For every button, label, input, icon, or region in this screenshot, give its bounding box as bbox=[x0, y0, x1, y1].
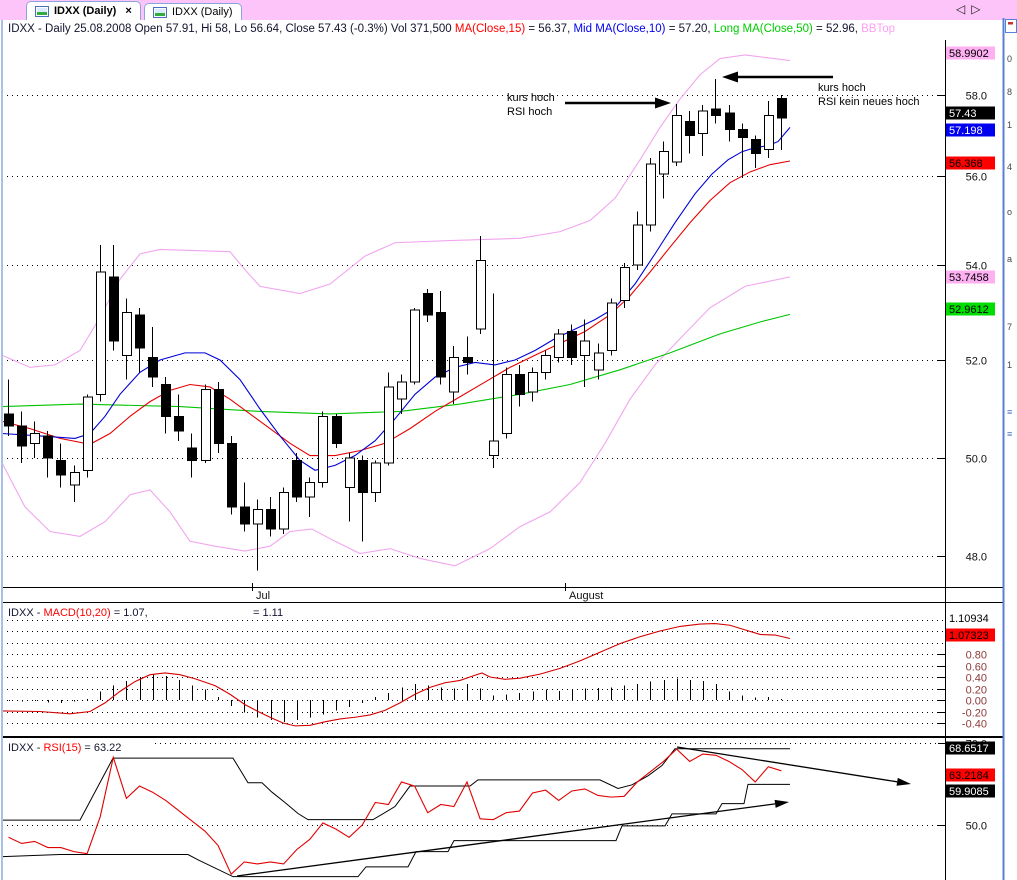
value-badge: 1.07323 bbox=[946, 628, 995, 642]
svg-text:53.7458: 53.7458 bbox=[949, 272, 989, 284]
svg-text:-0.40: -0.40 bbox=[962, 719, 987, 731]
svg-text:54.0: 54.0 bbox=[966, 261, 987, 273]
value-badge: 56.368 bbox=[946, 156, 995, 170]
svg-text:50.0: 50.0 bbox=[966, 821, 987, 833]
title-segment: = 52.96, bbox=[812, 23, 862, 35]
right-strip: 0 8 1 4 o a 7 1 ≡ ≡ bbox=[1002, 18, 1017, 880]
svg-text:0.20: 0.20 bbox=[966, 685, 987, 697]
svg-text:≡: ≡ bbox=[1007, 429, 1012, 439]
svg-text:RSI kein neues hoch: RSI kein neues hoch bbox=[818, 96, 920, 108]
tab-scroll-right-button[interactable]: ▷ bbox=[971, 2, 981, 16]
svg-text:56.368: 56.368 bbox=[949, 158, 983, 170]
svg-text:63.2184: 63.2184 bbox=[949, 770, 989, 782]
x-axis: Jul August bbox=[2, 583, 1003, 603]
svg-text:≡: ≡ bbox=[1007, 407, 1012, 417]
svg-text:0.60: 0.60 bbox=[966, 662, 987, 674]
tab-label: IDXX (Daily) bbox=[172, 6, 233, 18]
tab-idxx-daily-2[interactable]: IDXX (Daily) bbox=[144, 3, 242, 20]
svg-text:59.9085: 59.9085 bbox=[949, 786, 989, 798]
title-segment: = 57.20, bbox=[665, 23, 714, 35]
title-segment: MA(Close,15) bbox=[454, 23, 526, 35]
svg-text:August: August bbox=[569, 590, 603, 602]
tab-scroll-buttons: ◁ ▷ bbox=[956, 2, 980, 16]
title-segment: Mid MA(Close,10) bbox=[573, 23, 666, 35]
svg-text:56.0: 56.0 bbox=[966, 172, 987, 184]
tab-close-icon[interactable]: × bbox=[125, 5, 132, 17]
rsi-panel: IDXX - RSI(15) = 63.22 bbox=[2, 742, 945, 878]
svg-text:1: 1 bbox=[1007, 120, 1012, 130]
svg-text:1.07323: 1.07323 bbox=[949, 630, 989, 642]
tab-label: IDXX (Daily) bbox=[54, 5, 117, 17]
svg-text:58.9902: 58.9902 bbox=[949, 48, 989, 60]
svg-text:57.198: 57.198 bbox=[949, 125, 983, 137]
title-segment: Long MA(Close,50) bbox=[713, 23, 813, 35]
svg-text:Jul: Jul bbox=[256, 590, 270, 602]
svg-text:52.0: 52.0 bbox=[966, 356, 987, 368]
svg-text:1.10934: 1.10934 bbox=[949, 613, 989, 625]
tab-scroll-left-button[interactable]: ◁ bbox=[956, 2, 966, 16]
svg-text:0: 0 bbox=[1007, 54, 1012, 64]
value-badge: 52.9612 bbox=[946, 302, 995, 316]
svg-text:7: 7 bbox=[1007, 322, 1012, 332]
value-badge: 68.6517 bbox=[946, 741, 995, 755]
svg-text:kurs hoch: kurs hoch bbox=[507, 92, 555, 104]
title-segment: = 56.37, bbox=[525, 23, 574, 35]
title-segment: BBTop bbox=[861, 23, 896, 35]
chart-tab-icon bbox=[35, 5, 49, 17]
tab-bar: IDXX (Daily) × IDXX (Daily) ◁ ▷ bbox=[0, 0, 1017, 20]
svg-text:58.0: 58.0 bbox=[966, 91, 987, 103]
svg-text:0.80: 0.80 bbox=[966, 650, 987, 662]
svg-text:-0.20: -0.20 bbox=[962, 708, 987, 720]
svg-text:0.00: 0.00 bbox=[966, 696, 987, 708]
price-panel: kurs hoch RSI hoch kurs hoch RSI kein neues… bbox=[1, 54, 945, 571]
svg-text:IDXX - RSI(15) = 63.22: IDXX - RSI(15) = 63.22 bbox=[8, 742, 121, 754]
svg-text:57.43: 57.43 bbox=[949, 108, 977, 120]
svg-text:= 1.11: = 1.11 bbox=[253, 607, 283, 619]
svg-text:RSI hoch: RSI hoch bbox=[507, 106, 552, 118]
value-badge: 53.7458 bbox=[946, 270, 995, 284]
svg-text:IDXX - MACD(10,20) = 1.07,: IDXX - MACD(10,20) = 1.07, bbox=[8, 607, 148, 619]
svg-text:4: 4 bbox=[1007, 162, 1012, 172]
value-badge: 59.9085 bbox=[946, 784, 995, 798]
rsi-header: IDXX - RSI(15) = 63.22 bbox=[8, 742, 121, 754]
macd-header: IDXX - MACD(10,20) = 1.07, = 1.11 bbox=[8, 607, 283, 619]
chart-status-line: IDXX - Daily 25.08.2008 Open 57.91, Hi 5… bbox=[2, 20, 1008, 38]
title-segment: IDXX - Daily 25.08.2008 Open 57.91, Hi 5… bbox=[8, 23, 455, 35]
value-badge: 58.9902 bbox=[946, 46, 995, 60]
svg-text:1: 1 bbox=[1007, 360, 1012, 370]
tab-idxx-daily-1[interactable]: IDXX (Daily) × bbox=[26, 1, 141, 20]
svg-text:68.6517: 68.6517 bbox=[949, 743, 989, 755]
svg-text:50.0: 50.0 bbox=[966, 454, 987, 466]
svg-text:kurs hoch: kurs hoch bbox=[818, 82, 866, 94]
price-annotations: kurs hoch RSI hoch kurs hoch RSI kein neues… bbox=[507, 71, 920, 118]
svg-text:48.0: 48.0 bbox=[966, 552, 987, 564]
chart-tab-icon bbox=[153, 6, 167, 18]
svg-text:8: 8 bbox=[1007, 87, 1012, 97]
svg-text:a: a bbox=[1007, 254, 1012, 264]
value-badge: 57.198 bbox=[946, 123, 995, 137]
value-badge: 57.43 bbox=[946, 106, 995, 120]
svg-text:52.9612: 52.9612 bbox=[949, 304, 989, 316]
value-axis: 58.0 56.0 54.0 52.0 50.0 48.0 0.800.600.400.20… bbox=[938, 40, 995, 880]
svg-text:o: o bbox=[1007, 207, 1012, 217]
svg-text:0.40: 0.40 bbox=[966, 673, 987, 685]
value-badge: 1.10934 bbox=[946, 611, 995, 625]
candles bbox=[4, 78, 787, 571]
macd-panel: IDXX - MACD(10,20) = 1.07, = 1.11 bbox=[1, 607, 1003, 738]
value-badge: 63.2184 bbox=[946, 768, 995, 782]
